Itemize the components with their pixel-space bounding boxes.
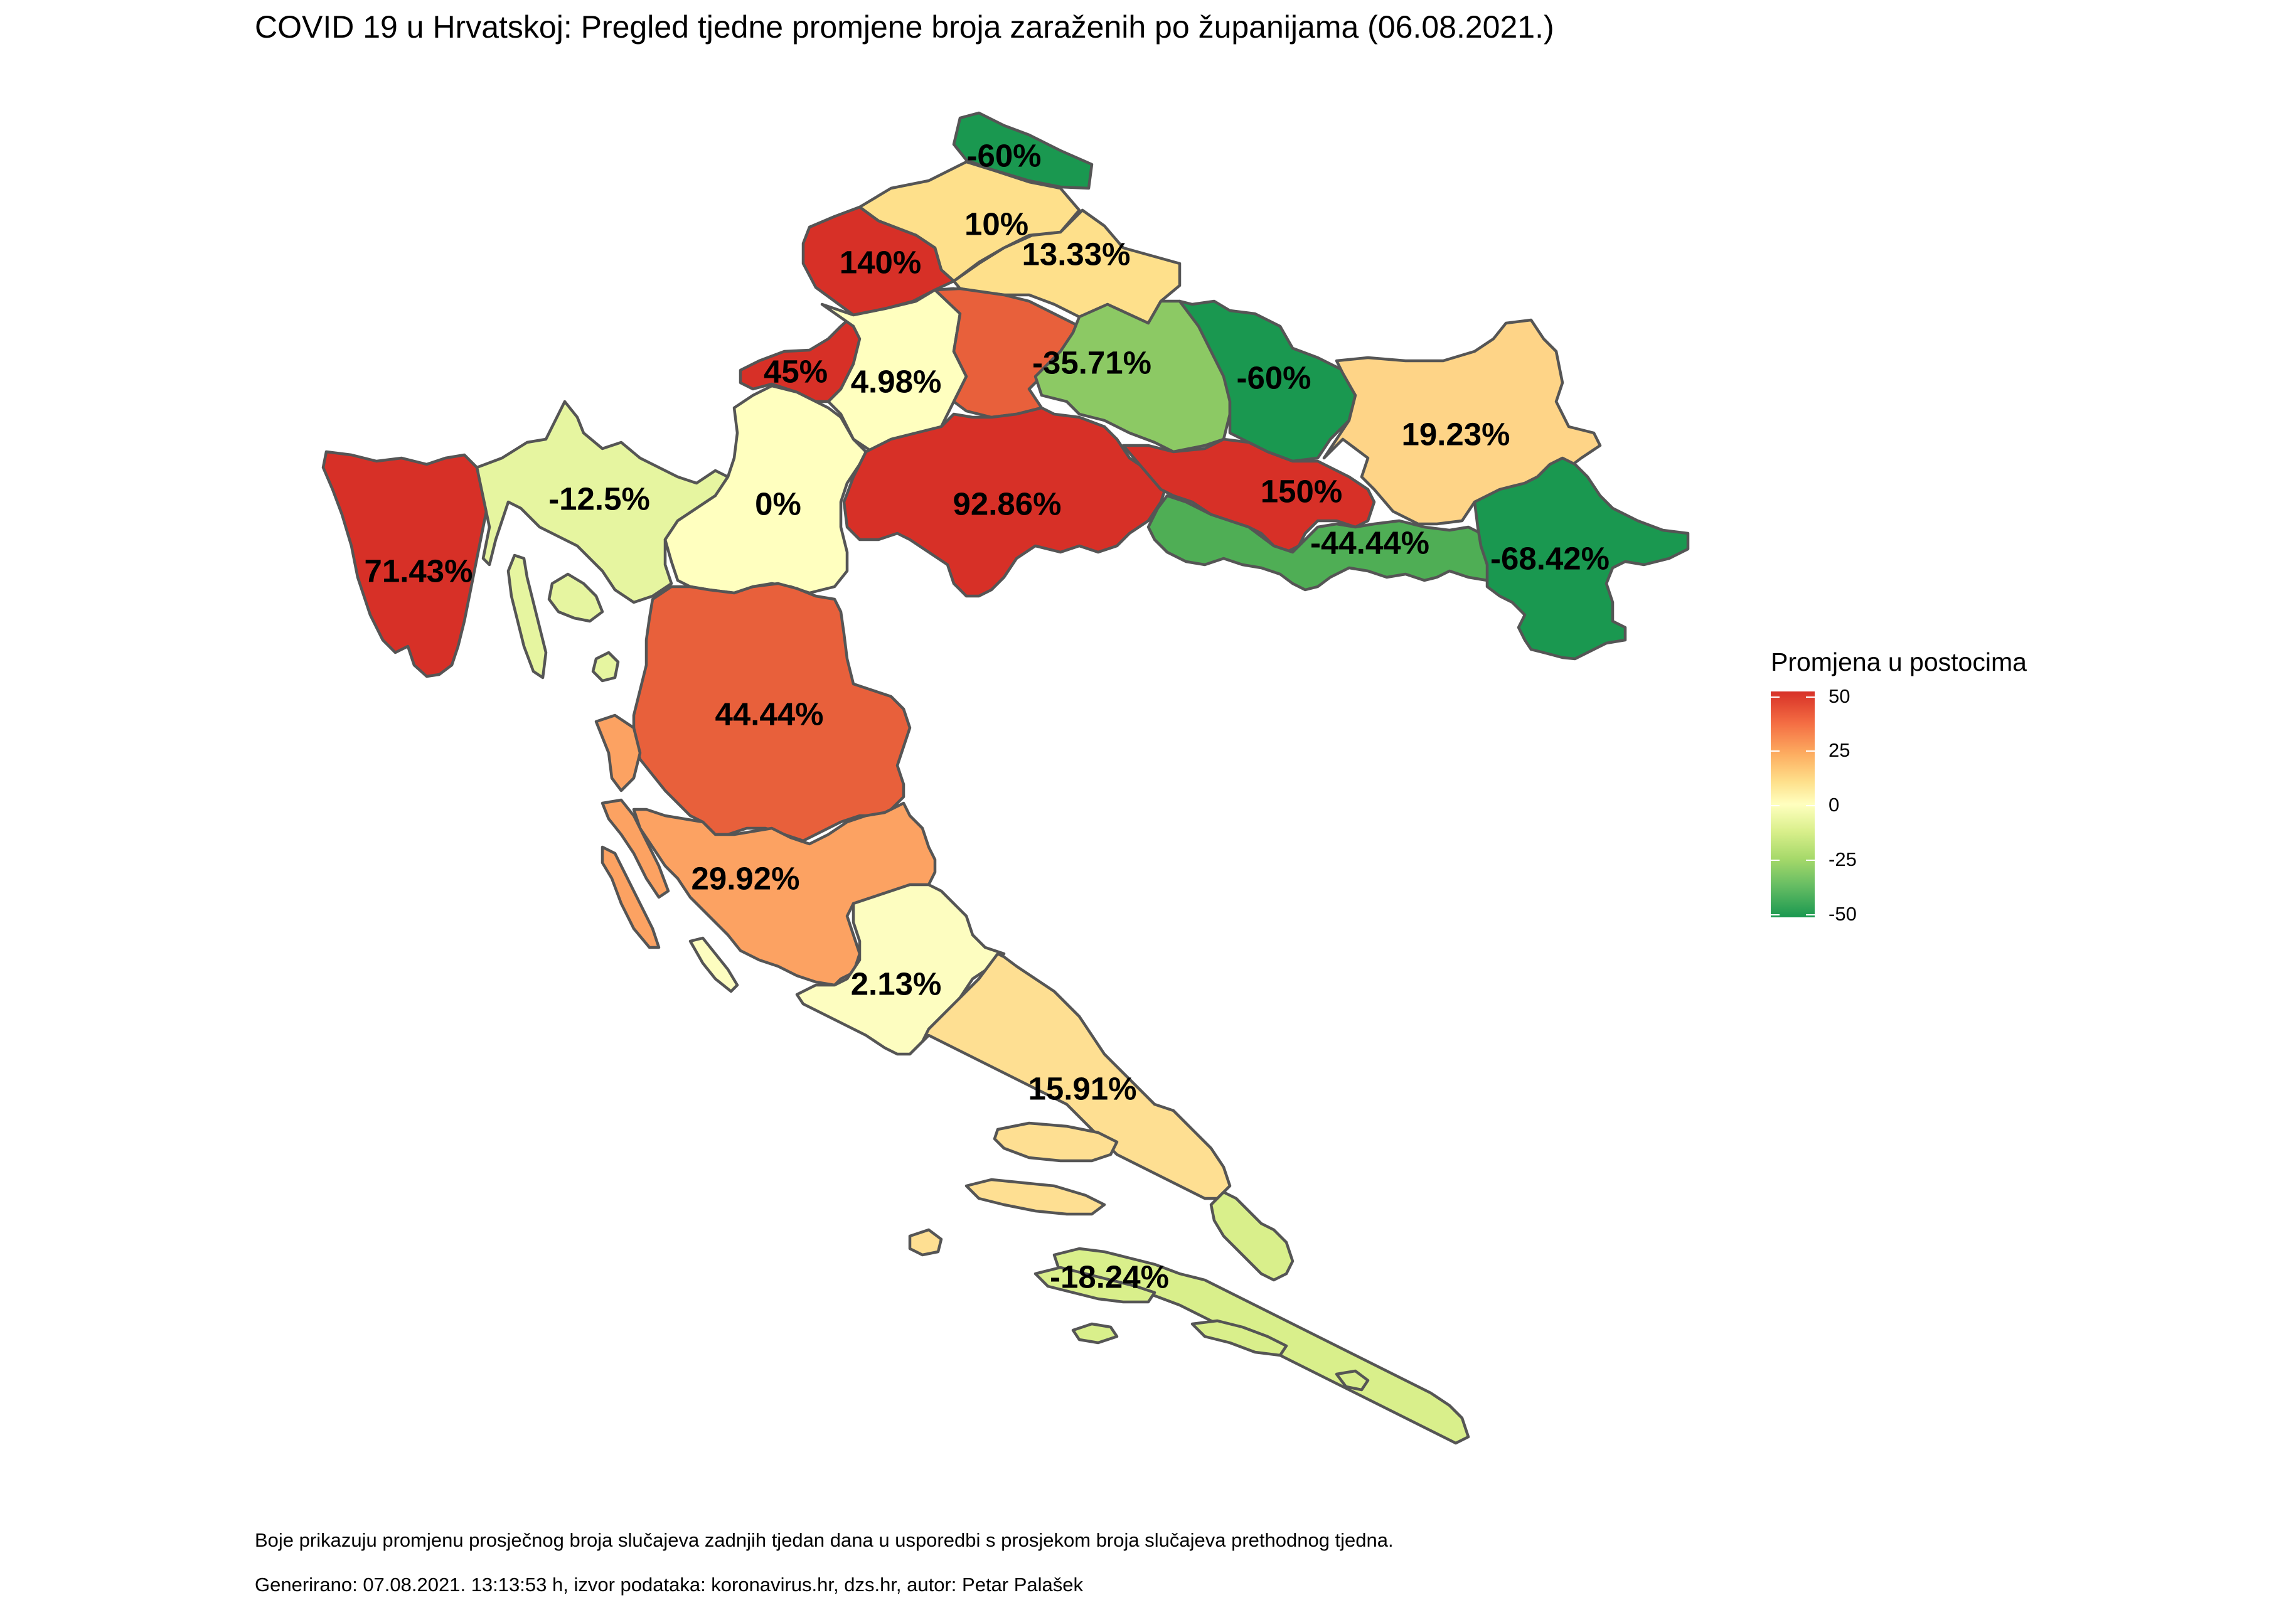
region-karlovacka <box>663 384 868 595</box>
region-brac-island <box>993 1121 1119 1163</box>
region-istarska <box>321 450 491 678</box>
region-label-sisacko-moslavacka: 92.86% <box>953 486 1062 522</box>
region-sisacko-moslavacka <box>842 406 1169 598</box>
region-label-zadarska: 29.92% <box>691 860 800 897</box>
region-label-pozesko-slavonska: 150% <box>1260 473 1343 509</box>
region-label-zagreb-city: 45% <box>763 353 828 390</box>
region-vis-island <box>908 1228 943 1257</box>
region-cres-island <box>506 553 548 680</box>
legend-color-bar <box>1771 691 1815 917</box>
region-vukovarsko-srijemska <box>1473 456 1690 661</box>
region-dubrovacko-neretvanska <box>1209 1190 1295 1282</box>
region-korcula-island <box>1033 1266 1156 1304</box>
region-splitsko-dalmatinska <box>921 952 1232 1200</box>
region-sibensko-kninska <box>795 883 1006 1056</box>
region-label-karlovacka: 0% <box>755 486 801 522</box>
region-label-osjecko-baranjska: -60% <box>1236 360 1311 396</box>
legend-tick-50: 50 <box>1829 685 1850 707</box>
region-label-dubrovacko-neretvanska: -18.24% <box>1050 1259 1169 1295</box>
region-bjelovarsko-bilogorska <box>933 287 1081 419</box>
region-label-splitsko-dalmatinska: 15.91% <box>1028 1070 1137 1107</box>
region-osjecko-baranjska <box>1178 299 1357 463</box>
region-label-zagrebacka: 4.98% <box>850 363 942 400</box>
region-label-vukovarsko-srijemska: -68.42% <box>1490 540 1610 577</box>
region-rab-island <box>591 651 620 683</box>
region-label-koprivnicko-krizevacka: 13.33% <box>1022 236 1131 272</box>
region-brodsko-posavska <box>1146 494 1495 592</box>
region-elafiti-island <box>1335 1369 1370 1392</box>
region-label-medimurska: -60% <box>966 137 1042 174</box>
caption-description: Boje prikazuju promjenu prosječnog broja… <box>255 1529 1394 1551</box>
region-label-primorsko-goranska: -12.5% <box>548 481 650 517</box>
legend-tick-neg25: -25 <box>1829 848 1857 870</box>
region-label-sibensko-kninska: 2.13% <box>850 966 942 1002</box>
region-zadarska <box>632 801 937 987</box>
region-label-brodsko-posavska: -44.44% <box>1310 525 1429 561</box>
region-label-krapinsko-zagorska: 140% <box>839 244 922 280</box>
region-viroviticko-podravska <box>1033 299 1232 454</box>
region-ugljan-island <box>601 798 670 899</box>
region-lastovo-island <box>1071 1322 1119 1345</box>
legend-tick-0: 0 <box>1829 794 1840 816</box>
region-krk-island <box>547 572 604 623</box>
region-medimurska <box>952 111 1094 190</box>
region-dugi-otok-island <box>601 845 661 949</box>
map-title: COVID 19 u Hrvatskoj: Pregled tjedne pro… <box>255 9 1554 45</box>
region-label-viroviticko-podravska: -35.71% <box>1032 344 1151 381</box>
region-kornati-island <box>688 936 739 993</box>
region-hvar-island <box>964 1178 1106 1216</box>
caption-source: Generirano: 07.08.2021. 13:13:53 h, izvo… <box>255 1574 1084 1596</box>
region-label-istarska: 71.43% <box>364 553 473 589</box>
region-mljet-island <box>1190 1319 1288 1357</box>
legend-title: Promjena u postocima <box>1771 648 2027 676</box>
region-label-licko-senjska: 44.44% <box>715 696 824 732</box>
region-pag-island <box>594 713 642 792</box>
legend-tick-25: 25 <box>1829 739 1850 761</box>
legend-tick-neg50: -50 <box>1829 903 1857 925</box>
region-label-osjecko-baranjska-east: 19.23% <box>1401 416 1510 452</box>
region-label-varazdinska: 10% <box>964 206 1029 242</box>
